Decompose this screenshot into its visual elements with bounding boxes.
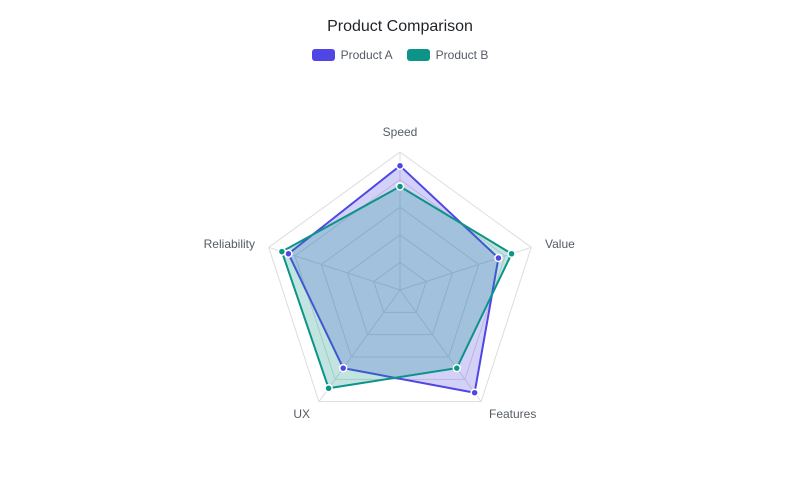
axis-label-value: Value — [545, 237, 575, 251]
legend-label-product-b: Product B — [435, 48, 489, 62]
legend-swatch-product-a — [311, 49, 335, 61]
data-point[interactable] — [395, 161, 405, 171]
data-point[interactable] — [277, 247, 287, 256]
legend: Product A Product B — [0, 48, 800, 62]
grid-ring — [346, 234, 454, 336]
legend-label-product-a: Product A — [340, 48, 393, 62]
data-point[interactable] — [338, 363, 348, 373]
legend-swatch-product-b — [406, 49, 430, 61]
legend-item-product-a[interactable]: Product A — [311, 48, 393, 62]
axis-labels: Speed Value Features UX Reliability — [204, 125, 575, 421]
data-point[interactable] — [494, 253, 503, 263]
data-point[interactable] — [395, 182, 405, 191]
series-area-product-b[interactable] — [280, 185, 513, 390]
data-point[interactable] — [324, 383, 333, 393]
axis-label-speed: Speed — [383, 125, 418, 139]
legend-item-product-b[interactable]: Product B — [406, 48, 489, 62]
chart-title: Product Comparison — [327, 18, 473, 35]
axis-spoke — [318, 289, 401, 402]
grid-ring — [373, 261, 427, 313]
data-point[interactable] — [507, 249, 516, 259]
series-area-product-a[interactable] — [287, 164, 500, 394]
radar-series — [277, 161, 516, 397]
axis-label-features: Features — [489, 407, 536, 421]
grid-ring — [268, 151, 532, 403]
axis-spoke — [399, 289, 482, 402]
data-point[interactable] — [452, 363, 462, 373]
grid-ring — [320, 206, 480, 358]
data-point[interactable] — [470, 388, 479, 397]
axis-label-ux: UX — [293, 407, 310, 421]
axis-label-reliability: Reliability — [204, 237, 255, 251]
